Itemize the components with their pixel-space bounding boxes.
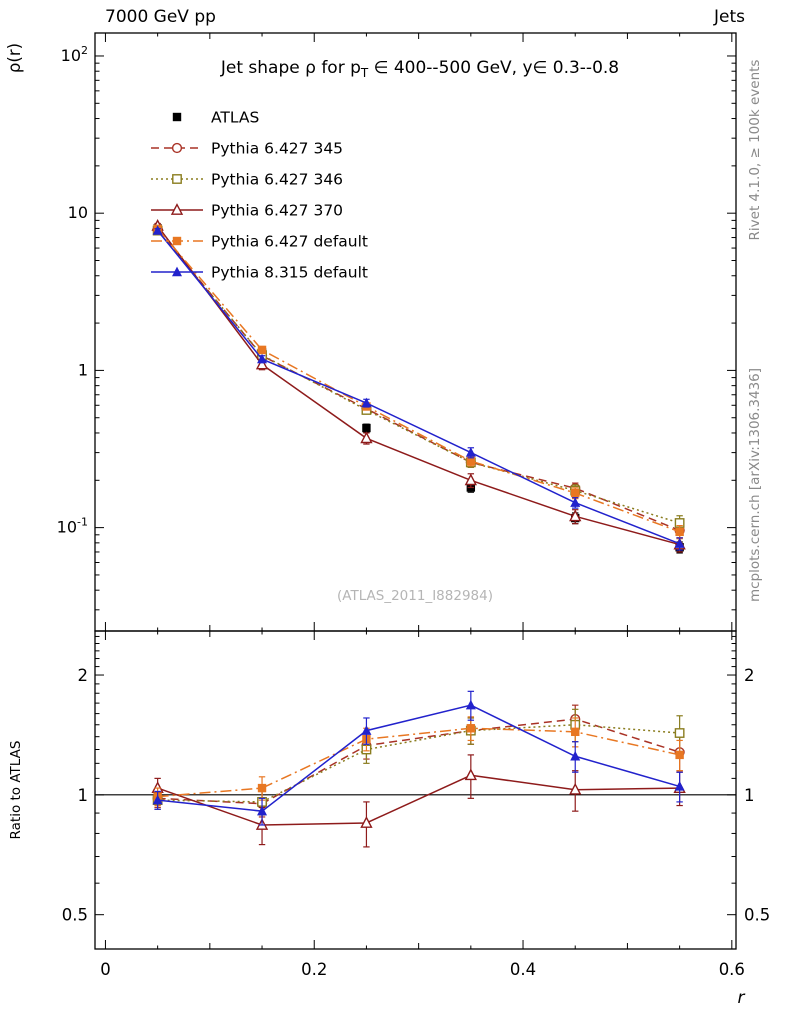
- legend-item-label: Pythia 8.315 default: [211, 264, 368, 282]
- legend-item-label: Pythia 6.427 default: [211, 233, 368, 251]
- legend-item-label: Pythia 6.427 346: [211, 171, 343, 189]
- tick-label: 2: [78, 666, 89, 685]
- legend-item-pythia-6-427-345: Pythia 6.427 345: [151, 140, 343, 158]
- tick-label: 1: [78, 786, 89, 805]
- legend-item-pythia-8-315-default: Pythia 8.315 default: [151, 264, 368, 282]
- legend: ATLAS Pythia 6.427 345 Pythia 6.427 346 Pyt…: [151, 109, 368, 282]
- legend-item-label: Pythia 6.427 345: [211, 140, 343, 158]
- legend-item-atlas: ATLAS: [172, 109, 259, 127]
- tick-label: 10: [68, 203, 88, 222]
- series-pythia-6-427-345: [152, 224, 685, 818]
- plot-title: Jet shape ρ for pT ∈ 400--500 GeV, y∈ 0.…: [220, 58, 619, 80]
- tick-label: 0.5: [62, 906, 88, 925]
- tick-label: 1: [78, 360, 88, 379]
- tick-label: 0.2: [301, 960, 327, 979]
- main-panel-frame: [94, 32, 737, 632]
- legend-item-pythia-6-427-370: Pythia 6.427 370: [151, 202, 343, 220]
- mcplots-arxiv-note: mcplots.cern.ch [arXiv:1306.3436]: [747, 368, 763, 602]
- tick-labels: 0 0.2 0.4 0.6 102 10 1 10-1 2 2 1 1 0.5 0.5: [57, 44, 771, 979]
- series-pythia-6-427-346: [152, 225, 685, 816]
- tick-label: 2: [744, 666, 755, 685]
- series-pythia-6-427-370: [151, 218, 686, 848]
- y-axis-label: ρ(r): [5, 43, 24, 73]
- ratio-panel-frame: [94, 630, 737, 950]
- chart-layer: 0 0.2 0.4 0.6 102 10 1 10-1 2 2 1 1 0.5 0.5: [57, 32, 771, 979]
- rivet-version-note: Rivet 4.1.0, ≥ 100k events: [747, 60, 763, 241]
- legend-item-pythia-6-427-346: Pythia 6.427 346: [151, 171, 343, 189]
- axis-ticks: [95, 33, 736, 949]
- series-pythia-8-315-default: [152, 225, 685, 826]
- tick-label: 10-1: [57, 516, 88, 537]
- ratio-y-axis-label: Ratio to ATLAS: [8, 741, 24, 840]
- tick-label: 0: [100, 960, 111, 979]
- legend-item-label: ATLAS: [211, 109, 259, 127]
- beam-energy-label: 7000 GeV pp: [105, 7, 216, 27]
- x-axis-label: r: [738, 988, 746, 1008]
- tick-label: 0.5: [744, 906, 770, 925]
- tick-label: 1: [744, 786, 755, 805]
- observable-group-label: Jets: [713, 7, 745, 27]
- tick-label: 0.4: [510, 960, 536, 979]
- legend-item-pythia-6-427-default: Pythia 6.427 default: [151, 233, 368, 251]
- analysis-id-watermark: (ATLAS_2011_I882984): [337, 588, 493, 604]
- tick-label: 0.6: [719, 960, 745, 979]
- legend-item-label: Pythia 6.427 370: [211, 202, 343, 220]
- tick-label: 102: [61, 44, 88, 65]
